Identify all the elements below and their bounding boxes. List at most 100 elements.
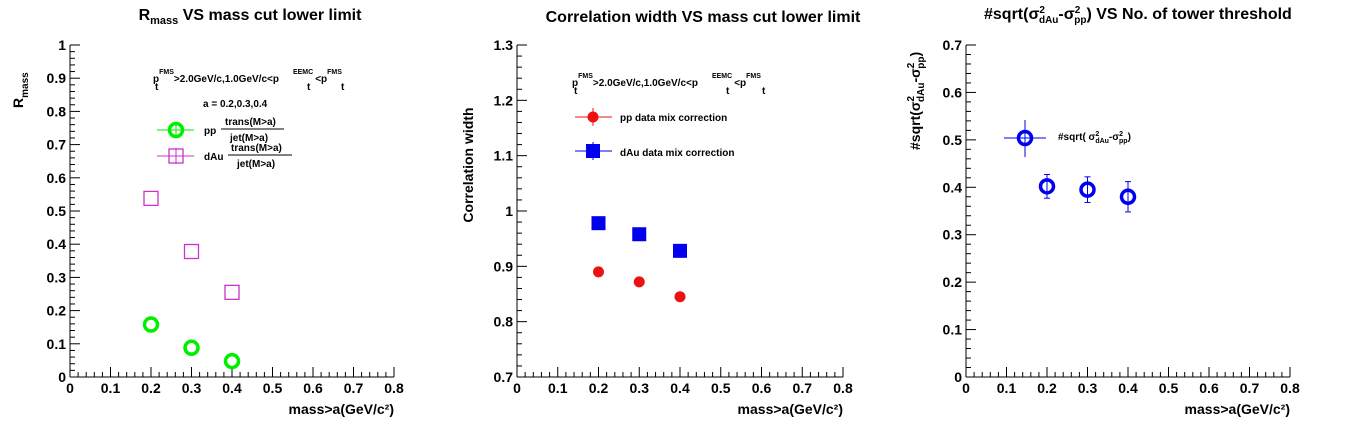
y-tick-label: 0 [58, 369, 66, 385]
data-point-s2-1 [143, 190, 159, 207]
legend-marker-dau [586, 144, 600, 158]
y-tick-label: 0.5 [47, 203, 67, 219]
subscript-t: t [762, 86, 766, 97]
x-tick-label: 0.5 [263, 380, 283, 396]
y-tick-label: 0.4 [943, 179, 963, 195]
chart-panel-2: 0 0.1 0.2 0.3 0.4 0.5 0.6 0.7 0.8 0.7 0.8 0.9 1 1.1 1.… [460, 9, 861, 417]
y-tick-label: 0.3 [943, 227, 963, 243]
chart-title: #sqrt(σ2 dAu-σ2 pp) VS No. of tower thresh… [984, 5, 1292, 26]
chart-title: Correlation width VS mass cut lower limi… [546, 9, 861, 26]
y-tick-label: 0.2 [47, 303, 67, 319]
data-point-s2-2 [632, 227, 647, 242]
x-tick-label: 0.3 [630, 380, 650, 396]
data-point-s1-2 [1079, 181, 1096, 198]
legend-label-dau: dAu data mix correction [620, 148, 734, 159]
y-axis-label: Correlation width [460, 107, 476, 222]
legend-label-pp: pp data mix correction [620, 113, 727, 124]
x-tick-label: 0.7 [344, 380, 364, 396]
legend-marker [1016, 129, 1034, 147]
y-tick-label: 0.3 [47, 269, 67, 285]
x-axis-label: mass>a(GeV/c²) [738, 401, 843, 417]
y-tick-label: 0.1 [47, 336, 67, 352]
x-tick-label: 0.4 [670, 380, 690, 396]
data-point-s1-3 [674, 291, 686, 303]
subscript-t: t [726, 86, 730, 97]
x-tick-label: 0.7 [1240, 380, 1260, 396]
y-tick-label: 0.7 [494, 369, 514, 385]
y-tick-label: 1 [505, 203, 513, 219]
x-tick-label: 0.8 [384, 380, 404, 396]
subscript-t: t [307, 82, 311, 93]
legend-marker-pp [167, 121, 185, 139]
x-axis-label: mass>a(GeV/c²) [1185, 401, 1290, 417]
x-axis-label: mass>a(GeV/c²) [289, 401, 394, 417]
data-point-s2-1 [591, 216, 606, 231]
legend: pptrans(M>a)jet(M>a)dAutrans(M>a)jet(M>a… [157, 117, 292, 170]
x-tick-label: 0 [513, 380, 521, 396]
y-tick-label: 0.1 [943, 322, 963, 338]
x-tick-label: 0.5 [1159, 380, 1179, 396]
y-axis-label: #sqrt(σ2dAu-σ2pp) [906, 52, 927, 150]
kinematic-cut-annotation: pFMS>2.0GeV/c,1.0GeV/c<pEEMC<pFMS [572, 73, 761, 89]
chart-panel-1: 0 0.1 0.2 0.3 0.4 0.5 0.6 0.7 0.8 0 0.1 0.2 0.3 0.4 0.… [10, 7, 404, 417]
x-tick-label: 0.3 [1078, 380, 1098, 396]
subscript-t: t [155, 82, 159, 93]
chart-title: Rmass VS mass cut lower limit [139, 7, 363, 27]
subscript-t: t [341, 82, 345, 93]
data-point-s1-3 [1119, 188, 1137, 206]
x-tick-label: 0.8 [1280, 380, 1300, 396]
x-tick-label: 0.4 [222, 380, 242, 396]
y-axis-label: Rmass [10, 72, 31, 108]
legend-marker-pp [587, 111, 599, 123]
x-tick-label: 0.5 [711, 380, 731, 396]
data-point-s1-1 [142, 316, 160, 333]
x-tick-label: 0.2 [141, 380, 161, 396]
data-point-s2-3 [673, 243, 687, 258]
legend-formula-num: trans(M>a) [225, 117, 276, 128]
x-tick-label: 0.1 [997, 380, 1017, 396]
x-tick-label: 0.6 [752, 380, 772, 396]
legend-formula-den: jet(M>a) [229, 133, 268, 144]
data-point-s2-2 [183, 243, 200, 260]
x-tick-label: 0.3 [182, 380, 202, 396]
a-values-annotation: a = 0.2,0.3,0.4 [203, 99, 268, 110]
legend-label: #sqrt( σ2 dAu-σ2 pp) [1058, 131, 1131, 145]
y-tick-label: 1.2 [494, 92, 514, 108]
y-tick-label: 0.7 [943, 37, 963, 53]
x-tick-label: 0.1 [101, 380, 121, 396]
y-tick-label: 0.9 [47, 70, 67, 86]
legend-label-pp: pp [204, 126, 216, 137]
y-tick-label: 0.5 [943, 132, 963, 148]
y-tick-label: 0.6 [47, 170, 67, 186]
data-point-s2-3 [224, 284, 240, 300]
legend: #sqrt( σ2 dAu-σ2 pp) [1004, 120, 1131, 157]
x-tick-label: 0.7 [793, 380, 813, 396]
data-point-s1-1 [593, 266, 604, 278]
x-tick-label: 0 [66, 380, 74, 396]
subscript-t: t [574, 86, 578, 97]
x-tick-label: 0.2 [589, 380, 609, 396]
x-tick-label: 0.1 [548, 380, 568, 396]
y-tick-label: 1 [58, 37, 66, 53]
y-tick-label: 0.9 [494, 258, 514, 274]
x-tick-label: 0.6 [303, 380, 323, 396]
y-tick-label: 0.4 [47, 236, 67, 252]
legend-marker-dau [168, 148, 184, 164]
x-tick-label: 0.4 [1118, 380, 1138, 396]
legend-formula-den: jet(M>a) [236, 159, 275, 170]
data-point-s1-3 [223, 352, 241, 370]
legend-formula-num: trans(M>a) [231, 143, 282, 154]
chart-panel-3: 0 0.1 0.2 0.3 0.4 0.5 0.6 0.7 0.8 0 0.1 0.2 0.3 0.4 0.… [906, 5, 1300, 417]
y-tick-label: 0.2 [943, 274, 963, 290]
y-tick-label: 1.3 [494, 37, 514, 53]
data-point-s1-1 [1038, 178, 1056, 195]
y-tick-label: 0.7 [47, 137, 67, 153]
x-tick-label: 0.8 [833, 380, 853, 396]
y-tick-label: 0.6 [943, 84, 963, 100]
data-point-s1-2 [183, 339, 200, 357]
y-tick-label: 0.8 [47, 103, 67, 119]
x-tick-label: 0.2 [1037, 380, 1057, 396]
legend-label-dau: dAu [204, 152, 223, 163]
kinematic-cut-annotation: pFMS>2.0GeV/c,1.0GeV/c<pEEMC<pFMS [153, 69, 342, 85]
